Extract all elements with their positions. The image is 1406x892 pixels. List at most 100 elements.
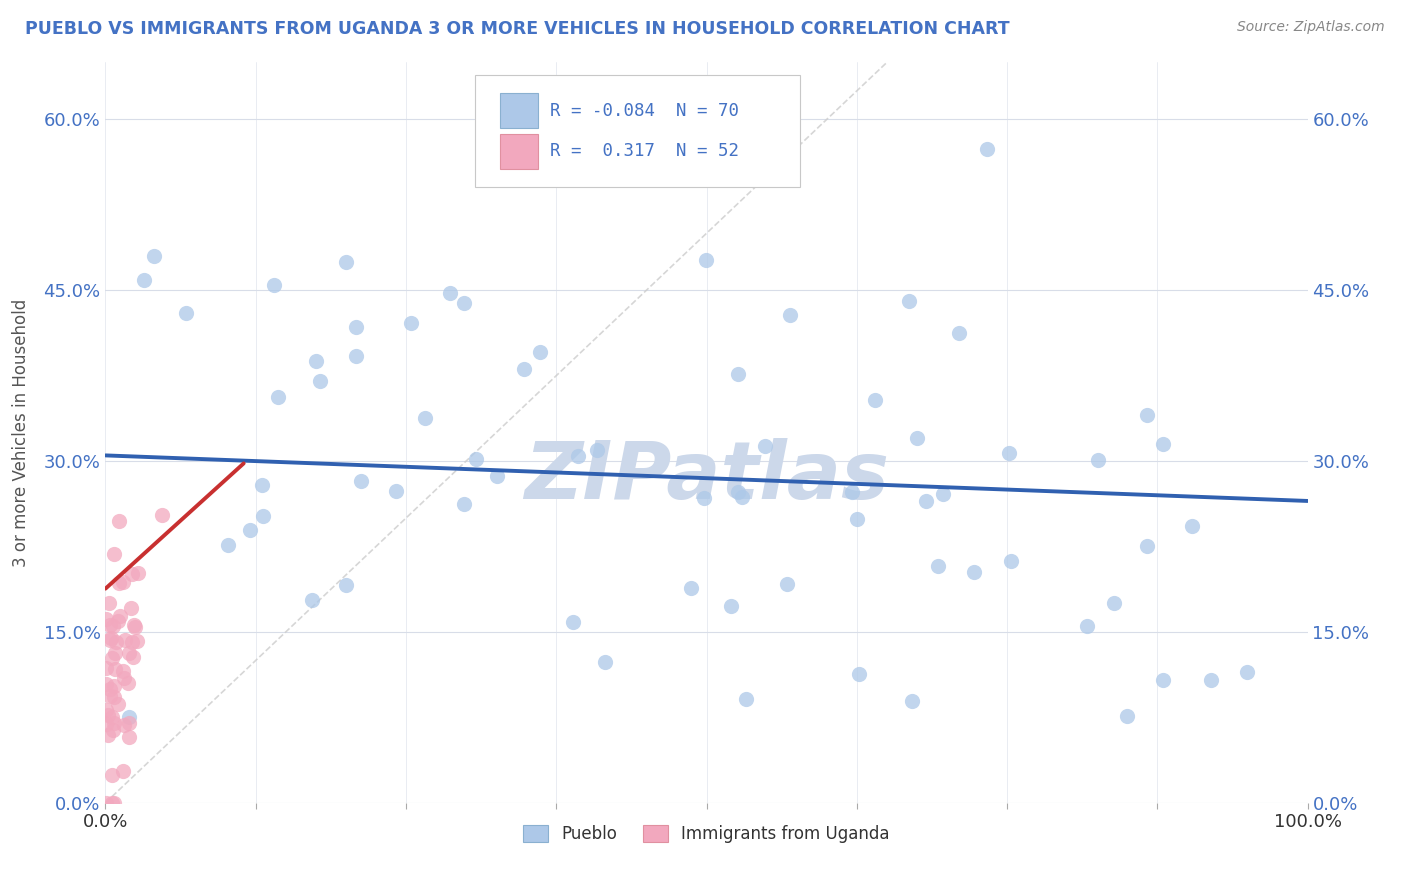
Point [567, 449, 589, 463]
Point [529, 345, 551, 359]
Point [1152, 437, 1174, 451]
Point [98, 633, 121, 648]
Point [308, 375, 330, 389]
Point [103, 690, 125, 704]
Point [897, 293, 920, 308]
Point [1201, 673, 1223, 687]
Point [679, 581, 702, 595]
Point [720, 599, 742, 614]
Point [914, 494, 936, 508]
Point [239, 523, 262, 537]
Point [335, 254, 357, 268]
Point [1136, 540, 1159, 554]
Point [1152, 673, 1174, 687]
Point [112, 664, 135, 678]
Point [413, 410, 436, 425]
Point [252, 509, 274, 524]
Point [150, 508, 173, 522]
Point [335, 578, 357, 592]
Point [101, 619, 124, 633]
Text: R = -0.084  N = 70: R = -0.084 N = 70 [550, 102, 740, 120]
Point [100, 650, 122, 665]
Point [485, 469, 508, 483]
Point [108, 515, 131, 529]
Point [727, 485, 749, 500]
Point [727, 367, 749, 381]
Point [775, 576, 797, 591]
Point [754, 439, 776, 453]
Point [1000, 554, 1022, 568]
Point [98, 596, 121, 610]
Point [998, 446, 1021, 460]
Point [114, 671, 136, 685]
Point [551, 153, 574, 167]
Point [217, 538, 239, 552]
Point [121, 566, 143, 581]
Point [103, 547, 125, 561]
Point [98, 682, 121, 697]
Point [101, 768, 124, 782]
Point [100, 710, 122, 724]
Point [453, 497, 475, 511]
Point [96, 677, 118, 691]
Point [111, 574, 134, 589]
Point [693, 491, 716, 505]
Point [948, 326, 970, 341]
Point [901, 694, 924, 708]
Point [932, 486, 955, 500]
Point [863, 393, 886, 408]
Point [124, 620, 146, 634]
Point [695, 252, 717, 267]
Point [101, 796, 124, 810]
Point [562, 615, 585, 630]
Point [846, 512, 869, 526]
Point [848, 666, 870, 681]
Point [350, 475, 373, 489]
Point [586, 443, 609, 458]
Point [841, 484, 863, 499]
Point [1236, 665, 1258, 679]
Point [117, 675, 139, 690]
Point [97, 707, 120, 722]
Point [905, 431, 928, 445]
Point [464, 452, 486, 467]
Point [1076, 619, 1098, 633]
Point [122, 650, 145, 665]
Point [98, 689, 121, 703]
Point [779, 308, 801, 322]
Point [344, 349, 367, 363]
Point [118, 646, 141, 660]
Point [103, 679, 125, 693]
Text: Source: ZipAtlas.com: Source: ZipAtlas.com [1237, 20, 1385, 34]
Point [250, 477, 273, 491]
Point [103, 646, 125, 660]
Point [301, 593, 323, 607]
Point [142, 249, 165, 263]
Point [107, 698, 129, 712]
Point [127, 566, 149, 580]
Point [114, 633, 136, 648]
Point [735, 691, 758, 706]
Point [118, 710, 141, 724]
Point [1136, 408, 1159, 422]
Point [1104, 596, 1126, 610]
Point [104, 635, 127, 649]
Point [174, 306, 197, 320]
Point [125, 633, 148, 648]
Point [94, 660, 117, 674]
Point [731, 490, 754, 504]
Point [305, 353, 328, 368]
Point [103, 716, 125, 731]
Point [453, 296, 475, 310]
Point [263, 277, 285, 292]
Legend: Pueblo, Immigrants from Uganda: Pueblo, Immigrants from Uganda [517, 819, 896, 850]
Point [1181, 519, 1204, 533]
Point [134, 273, 156, 287]
Point [963, 565, 986, 579]
Point [118, 715, 141, 730]
Point [344, 320, 367, 334]
Point [104, 662, 127, 676]
Point [439, 285, 461, 300]
Text: ZIPatlas: ZIPatlas [524, 438, 889, 516]
Point [100, 632, 122, 646]
